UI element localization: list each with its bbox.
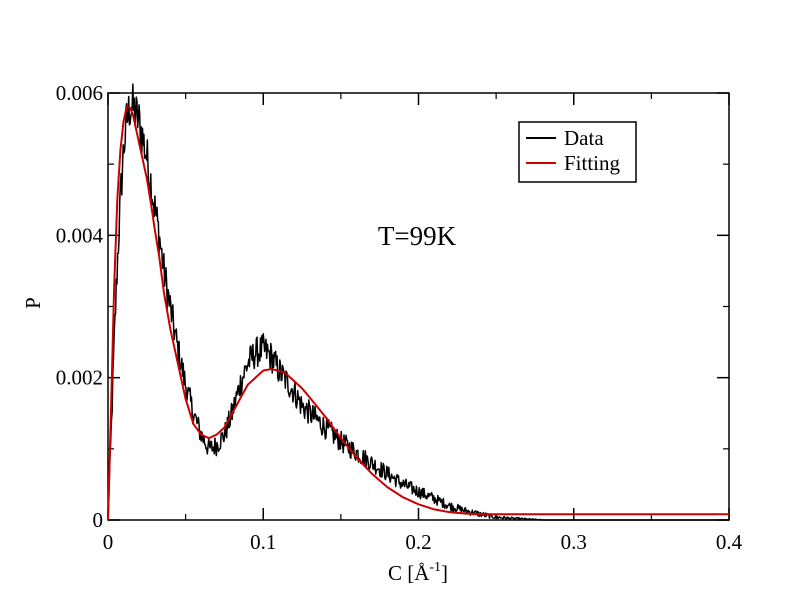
x-axis-label-sup: -1	[429, 560, 441, 575]
legend-box	[518, 121, 637, 183]
axis-ticks	[107, 92, 730, 521]
x-tick-label: 0.1	[250, 530, 276, 554]
series-layer	[107, 83, 730, 521]
x-axis-label-close: ]	[441, 561, 448, 585]
y-tick-label: 0	[93, 508, 104, 532]
x-tick-label: 0.2	[405, 530, 431, 554]
y-axis-label: P	[21, 297, 45, 309]
series-line-data	[107, 83, 730, 521]
series-line-fitting	[107, 106, 729, 521]
axis-tick-labels: 0 0.1 0.2 0.3 0.4 0 0.002 0.004 0.006	[56, 81, 743, 554]
chart-annotation: T=99K	[378, 221, 457, 251]
x-axis-label-main: C [Å	[388, 561, 430, 585]
x-tick-label: 0	[103, 530, 114, 554]
y-tick-label: 0.006	[56, 81, 103, 105]
legend-label-fitting: Fitting	[564, 151, 621, 175]
x-tick-label: 0.3	[561, 530, 587, 554]
legend-label-data: Data	[564, 126, 604, 150]
y-tick-label: 0.004	[56, 223, 104, 247]
legend: Data Fitting	[518, 121, 637, 183]
x-axis-label: C [Å-1]	[388, 560, 448, 585]
y-tick-label: 0.002	[56, 366, 103, 390]
x-tick-label: 0.4	[716, 530, 743, 554]
